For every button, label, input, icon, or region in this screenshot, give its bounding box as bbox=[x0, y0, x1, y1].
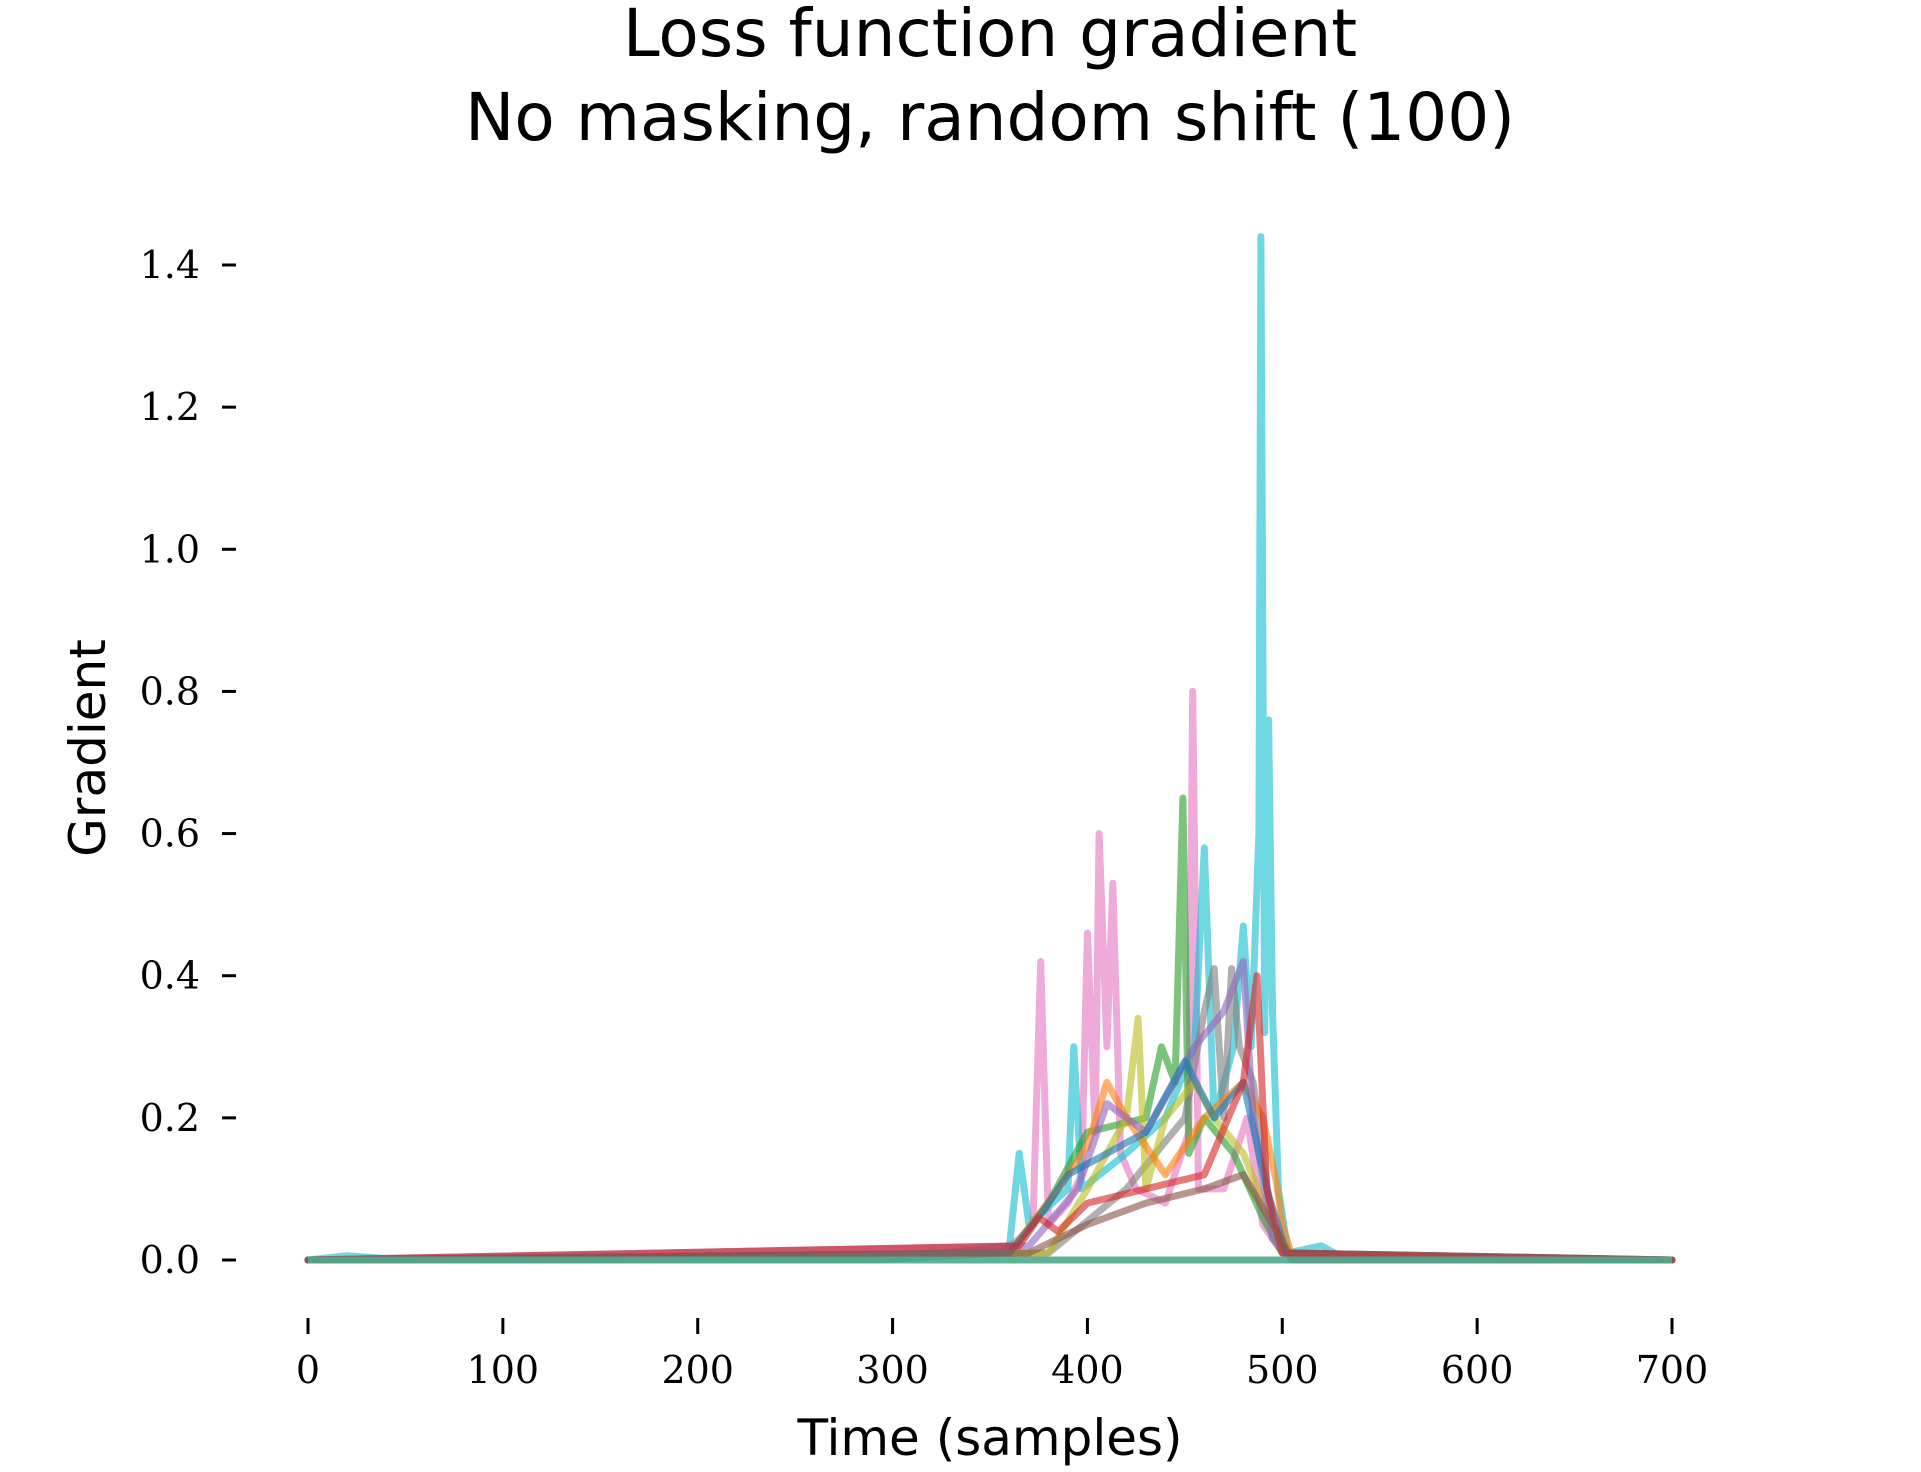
chart-title: Loss function gradient bbox=[623, 0, 1357, 72]
y-tick-label: 1.4 bbox=[140, 243, 200, 287]
series-line-9 bbox=[304, 972, 1676, 1264]
y-tick-label: 1.2 bbox=[140, 385, 200, 429]
x-tick-label: 100 bbox=[467, 1348, 540, 1392]
y-axis: 0.0 0.2 0.4 0.6 0.8 1.0 1.2 1.4 bbox=[140, 243, 236, 1282]
x-tick-label: 200 bbox=[661, 1348, 734, 1392]
series-layer bbox=[304, 233, 1676, 1264]
y-tick-label: 0.4 bbox=[140, 954, 200, 998]
series-line-8 bbox=[304, 1057, 1676, 1264]
series-line-1 bbox=[304, 687, 1676, 1264]
chart-subtitle: No masking, random shift (100) bbox=[465, 79, 1515, 156]
series-line-2 bbox=[304, 233, 1676, 1264]
series-line-6 bbox=[304, 1078, 1676, 1264]
x-axis: 0 100 200 300 400 500 600 700 bbox=[296, 1318, 1708, 1392]
series-line-4 bbox=[304, 965, 1676, 1264]
x-tick-label: 0 bbox=[296, 1348, 320, 1392]
y-tick-label: 0.2 bbox=[140, 1096, 200, 1140]
y-tick-label: 0.0 bbox=[140, 1238, 200, 1282]
x-tick-label: 600 bbox=[1441, 1348, 1514, 1392]
y-tick-label: 1.0 bbox=[140, 527, 200, 571]
x-tick-label: 300 bbox=[856, 1348, 929, 1392]
series-line-5 bbox=[304, 1014, 1676, 1264]
x-tick-label: 700 bbox=[1636, 1348, 1709, 1392]
series-line-10 bbox=[304, 1171, 1676, 1264]
x-tick-label: 500 bbox=[1246, 1348, 1319, 1392]
series-line-3 bbox=[304, 794, 1676, 1264]
y-axis-label: Gradient bbox=[59, 639, 117, 857]
y-tick-label: 0.8 bbox=[140, 669, 200, 713]
y-tick-label: 0.6 bbox=[140, 812, 200, 856]
series-line-7 bbox=[304, 958, 1676, 1264]
x-axis-label: Time (samples) bbox=[796, 1409, 1182, 1467]
x-tick-label: 400 bbox=[1051, 1348, 1124, 1392]
